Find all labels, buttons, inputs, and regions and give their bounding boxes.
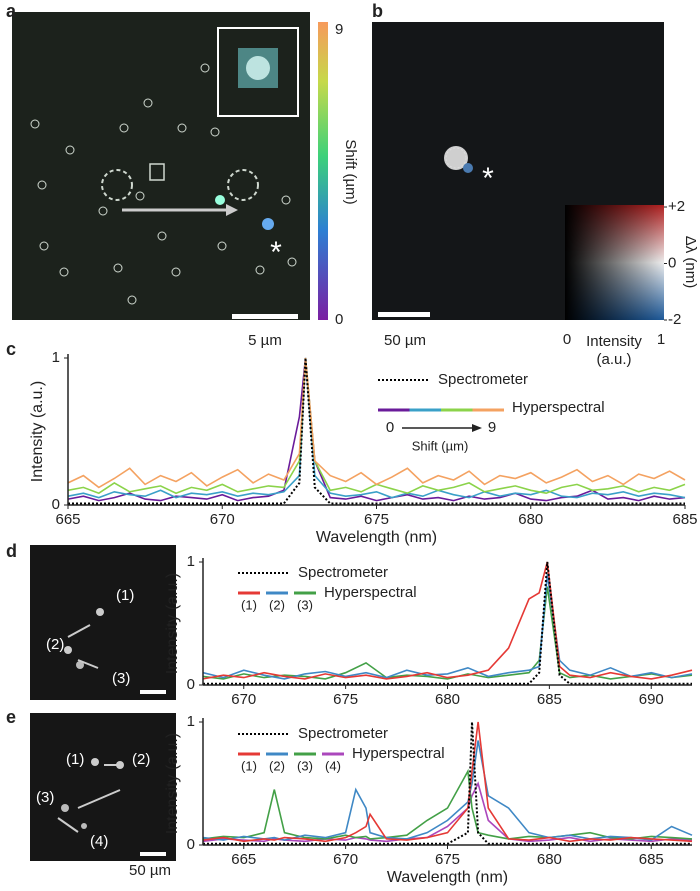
- panel-label: b: [372, 1, 383, 21]
- marker: *: [482, 162, 494, 195]
- legend-label: Spectrometer: [438, 371, 528, 388]
- y-tick-label: 0: [52, 496, 60, 513]
- y-tick-label: 1: [187, 553, 195, 570]
- spectrum-line: [67, 357, 686, 489]
- panel-b-image: [372, 22, 664, 320]
- legend-label: (3): [297, 758, 313, 773]
- scale-bar-label: 50 µm: [129, 862, 171, 879]
- x-tick-label: 690: [639, 691, 664, 708]
- legend-label: Spectrometer: [298, 564, 388, 581]
- x-tick-label: 670: [231, 691, 256, 708]
- legend-scale-title: Shift (µm): [412, 438, 469, 453]
- colormap-label: 1: [657, 331, 665, 348]
- colormap-label: 0: [563, 331, 571, 348]
- x-tick-label: 680: [518, 511, 543, 528]
- spectrum-line: [67, 357, 686, 495]
- legend-group-label: Hyperspectral: [324, 584, 417, 601]
- colormap-title: Intensity: [586, 333, 642, 350]
- x-tick-label: 685: [537, 691, 562, 708]
- x-axis-title: Wavelength (nm): [387, 869, 508, 886]
- spectrum-line: [202, 768, 693, 840]
- spectrum-line: [202, 574, 693, 680]
- y-axis-title: Intensity (a.u.): [164, 733, 181, 834]
- legend-label: Spectrometer: [298, 725, 388, 742]
- panel-d-image: [30, 545, 176, 700]
- x-tick-label: 670: [333, 851, 358, 868]
- marker: (3): [36, 789, 54, 806]
- spectrum-line: [67, 357, 686, 499]
- spectrum-line: [68, 357, 685, 505]
- y-tick-label: 1: [187, 713, 195, 730]
- x-tick-label: 685: [672, 511, 697, 528]
- marker: (2): [46, 636, 64, 653]
- colormap-unit: (a.u.): [596, 351, 631, 368]
- panel-label: c: [6, 339, 16, 359]
- marker: (3): [112, 670, 130, 687]
- legend-label: (3): [297, 597, 313, 612]
- spectrum-line: [203, 561, 692, 685]
- colormap-tick-label: 0: [668, 254, 676, 271]
- legend-label: (1): [241, 758, 257, 773]
- colormap-tick-label: -2: [668, 311, 681, 328]
- panel-label: d: [6, 541, 17, 561]
- marker: (1): [66, 751, 84, 768]
- legend-label: (2): [269, 597, 285, 612]
- x-tick-label: 685: [639, 851, 664, 868]
- panel-label: a: [6, 1, 17, 21]
- y-tick-label: 0: [187, 676, 195, 693]
- x-tick-label: 675: [333, 691, 358, 708]
- legend-label: (2): [269, 758, 285, 773]
- y-tick-label: 0: [187, 836, 195, 853]
- x-axis-title: Wavelength (nm): [316, 529, 437, 546]
- marker: *: [270, 236, 282, 269]
- scale-bar-label: 5 µm: [248, 332, 282, 349]
- scale-bar-label: 50 µm: [384, 332, 426, 349]
- spectrum-line: [202, 561, 693, 680]
- marker: (4): [90, 833, 108, 850]
- x-tick-label: 675: [364, 511, 389, 528]
- spectrum-line: [203, 721, 692, 845]
- legend-scale-label: 9: [488, 419, 496, 436]
- legend-scale-label: 0: [386, 419, 394, 436]
- y-axis-title: Intensity (a.u.): [29, 381, 46, 482]
- x-tick-label: 680: [435, 691, 460, 708]
- legend-arrow-head: [472, 424, 482, 432]
- colormap-title: Δλ (nm): [682, 236, 699, 289]
- spectrum-line: [202, 586, 693, 680]
- legend-label: (1): [241, 597, 257, 612]
- y-tick-label: 1: [52, 349, 60, 366]
- marker: (2): [132, 751, 150, 768]
- x-tick-label: 665: [231, 851, 256, 868]
- panel-label: e: [6, 707, 16, 727]
- panel-e-image: [30, 713, 176, 861]
- x-tick-label: 675: [435, 851, 460, 868]
- panel-a-image: [12, 12, 310, 320]
- marker: (1): [116, 587, 134, 604]
- x-tick-label: 665: [55, 511, 80, 528]
- colorbar-label: 9: [335, 21, 343, 38]
- spectrum-line: [202, 721, 693, 843]
- colormap-tick-label: +2: [668, 198, 685, 215]
- legend-label: Hyperspectral: [512, 399, 605, 416]
- colorbar: [318, 22, 328, 320]
- spectrum-line: [67, 357, 686, 502]
- colorbar-label: 0: [335, 311, 343, 328]
- x-tick-label: 680: [537, 851, 562, 868]
- x-tick-label: 670: [210, 511, 235, 528]
- colorbar-title: Shift (µm): [342, 139, 359, 204]
- legend-label: (4): [325, 758, 341, 773]
- legend-group-label: Hyperspectral: [352, 745, 445, 762]
- y-axis-title: Intensity (a.u.): [164, 573, 181, 674]
